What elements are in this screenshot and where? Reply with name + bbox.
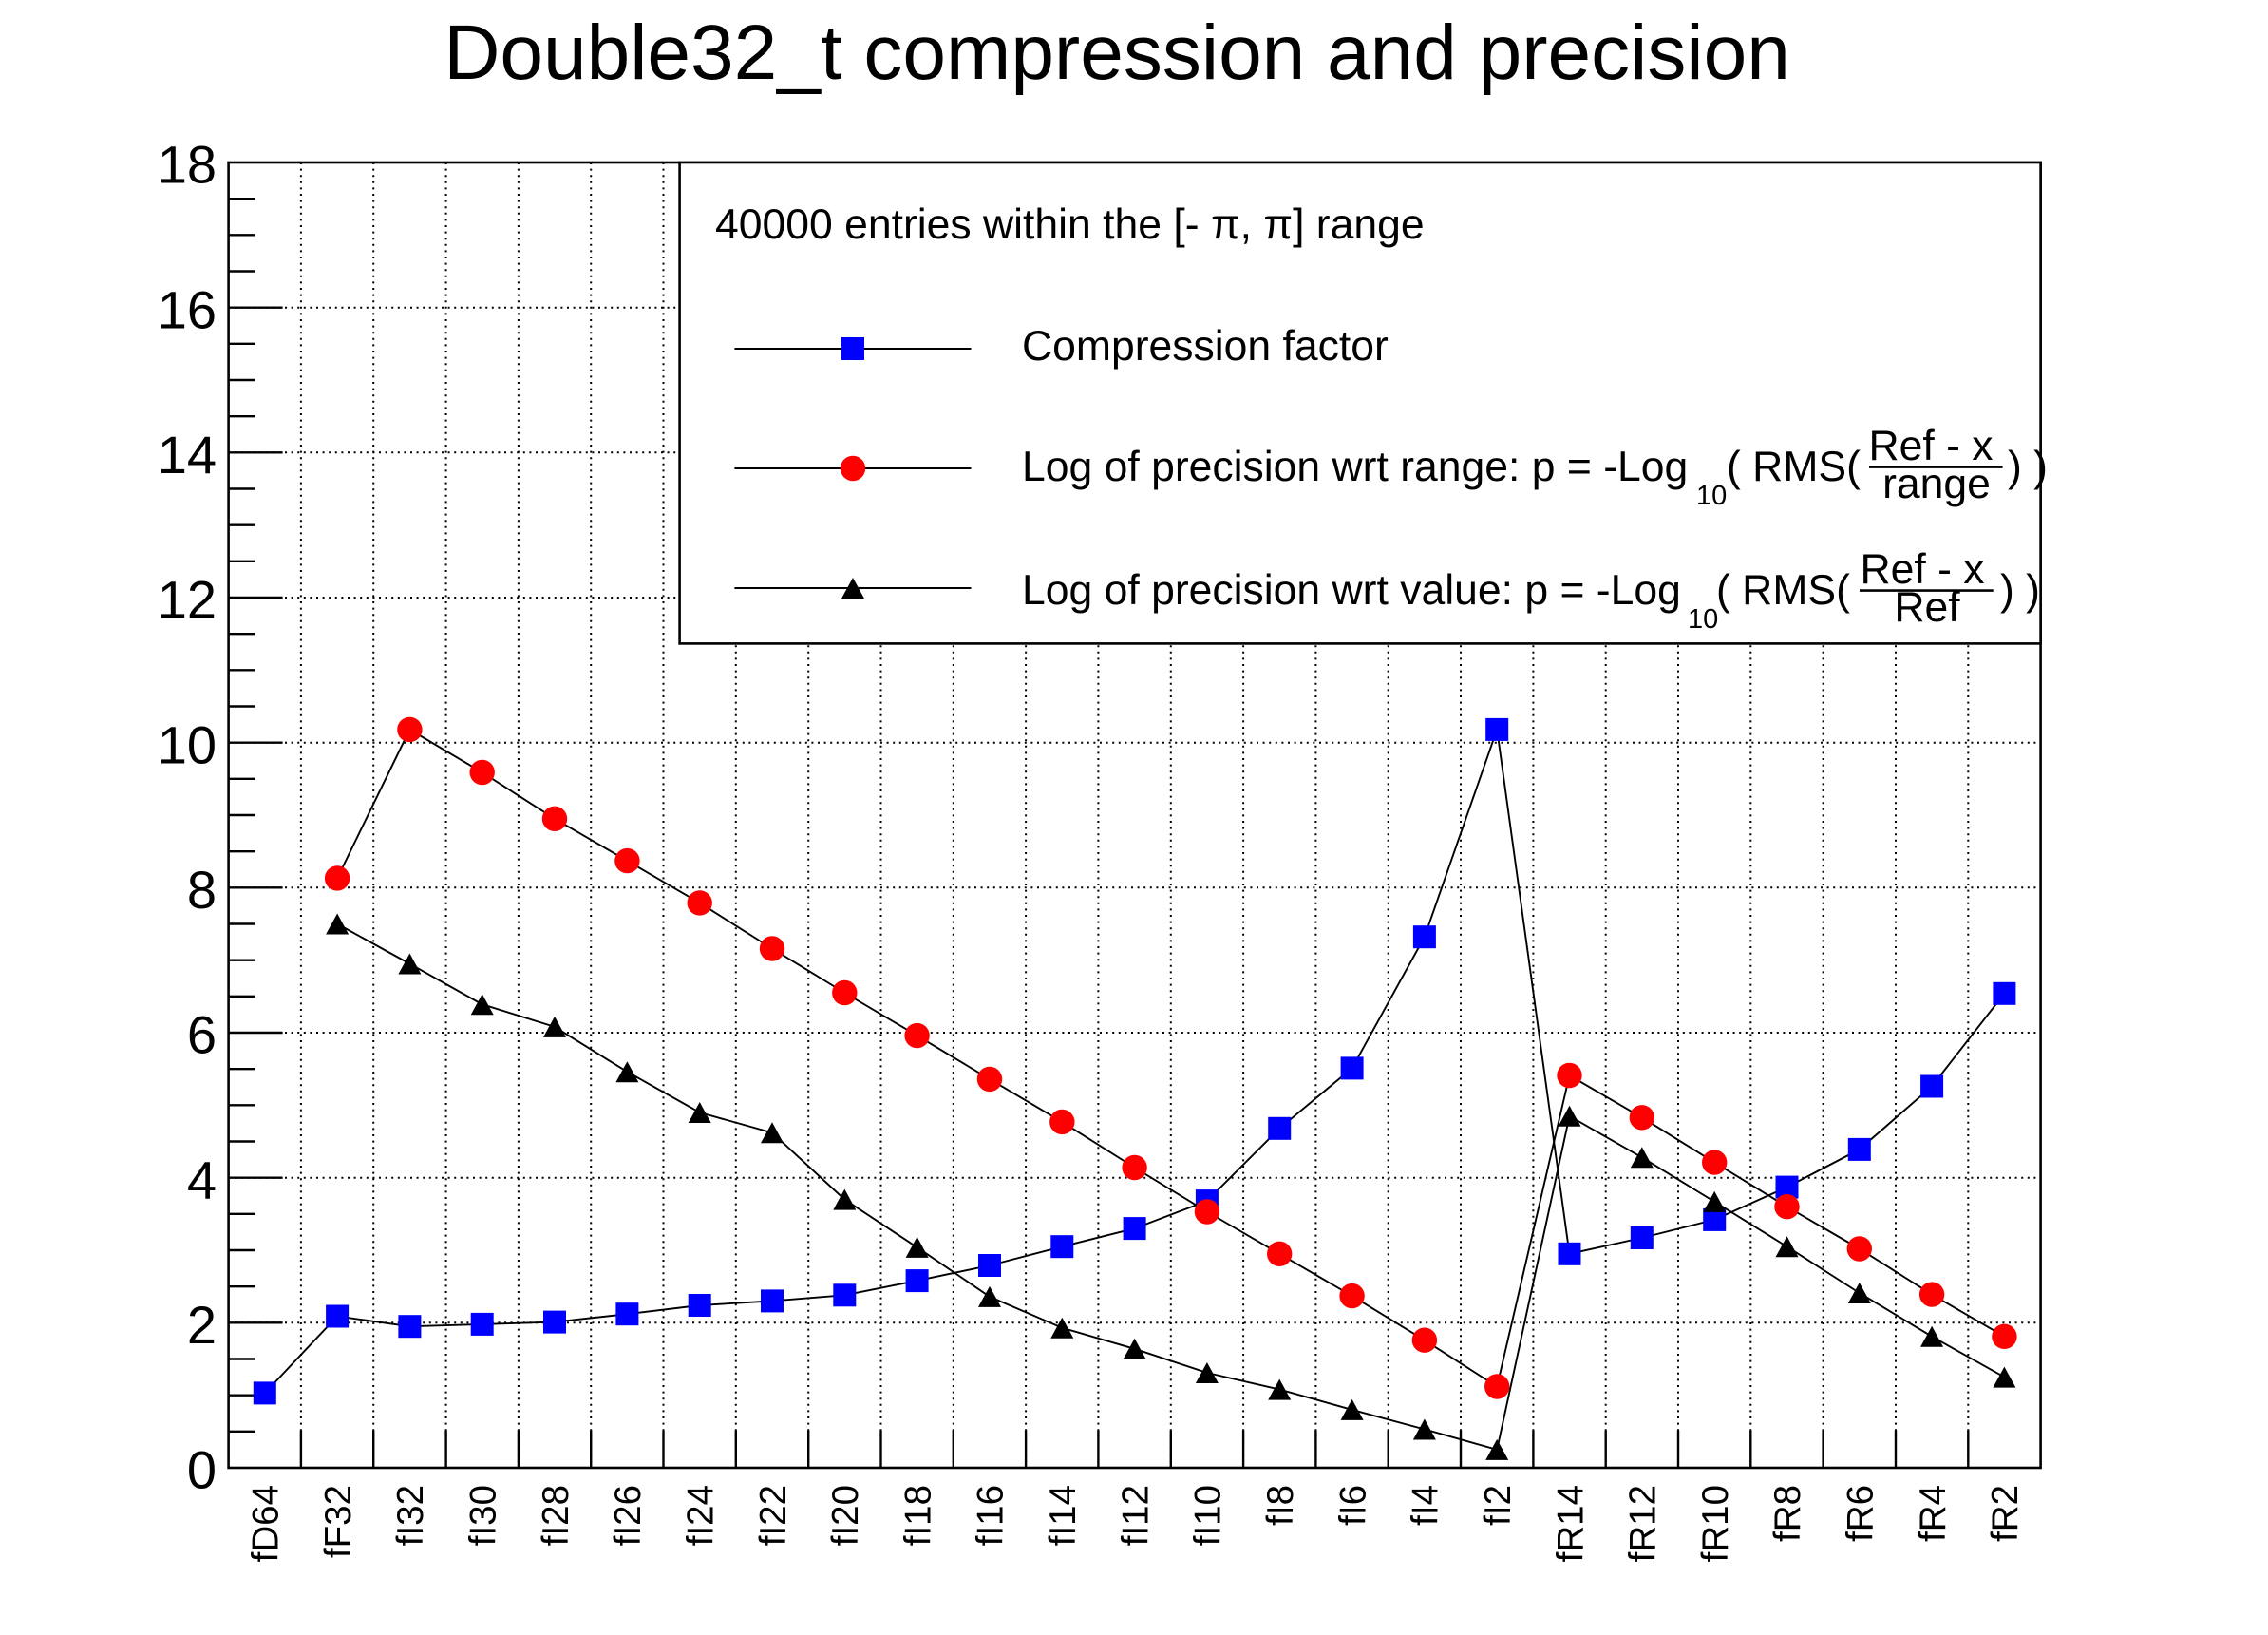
- svg-text:fI16: fI16: [971, 1485, 1011, 1546]
- svg-text:fI26: fI26: [608, 1485, 649, 1546]
- svg-text:fI24: fI24: [680, 1485, 721, 1546]
- svg-text:fR10: fR10: [1695, 1485, 1736, 1562]
- svg-text:fI8: fI8: [1260, 1485, 1301, 1526]
- svg-text:fI18: fI18: [898, 1485, 938, 1546]
- svg-text:2: 2: [187, 1295, 217, 1355]
- svg-text:14: 14: [158, 425, 217, 485]
- svg-text:fI20: fI20: [825, 1485, 866, 1546]
- svg-text:12: 12: [158, 570, 217, 630]
- svg-text:fI28: fI28: [536, 1485, 576, 1546]
- svg-text:fR6: fR6: [1841, 1485, 1881, 1542]
- svg-text:fR8: fR8: [1767, 1485, 1808, 1542]
- svg-text:10: 10: [1688, 604, 1718, 635]
- svg-text:fI6: fI6: [1332, 1485, 1373, 1526]
- svg-text:18: 18: [158, 135, 217, 195]
- svg-text:( RMS(: ( RMS(: [1716, 567, 1850, 614]
- svg-text:40000 entries within the [- π,: 40000 entries within the [- π, π] range: [715, 201, 1425, 248]
- svg-text:fR4: fR4: [1913, 1485, 1954, 1542]
- svg-text:) ): ) ): [2008, 444, 2048, 490]
- svg-text:range: range: [1882, 461, 1991, 507]
- svg-text:Log of precision wrt range: p: Log of precision wrt range: p = -Log: [1022, 444, 1688, 490]
- svg-text:fR12: fR12: [1623, 1485, 1664, 1562]
- svg-text:fI10: fI10: [1188, 1485, 1229, 1546]
- svg-text:4: 4: [187, 1150, 217, 1209]
- svg-text:fR14: fR14: [1550, 1485, 1591, 1562]
- svg-text:fI4: fI4: [1406, 1485, 1446, 1526]
- svg-text:Compression factor: Compression factor: [1022, 323, 1389, 370]
- svg-text:Log of precision wrt value: p: Log of precision wrt value: p = -Log: [1022, 567, 1681, 614]
- svg-text:fD64: fD64: [246, 1485, 287, 1562]
- svg-text:Ref - x: Ref - x: [1860, 546, 1984, 593]
- svg-text:16: 16: [158, 279, 217, 339]
- svg-text:6: 6: [187, 1005, 217, 1065]
- svg-text:fI22: fI22: [753, 1485, 794, 1546]
- svg-text:0: 0: [187, 1440, 217, 1500]
- svg-text:( RMS(: ( RMS(: [1727, 444, 1861, 490]
- svg-text:fI14: fI14: [1043, 1485, 1084, 1546]
- svg-text:8: 8: [187, 860, 217, 920]
- svg-text:fI32: fI32: [390, 1485, 431, 1546]
- svg-text:fI12: fI12: [1115, 1485, 1156, 1546]
- svg-text:10: 10: [158, 714, 217, 774]
- svg-text:fF32: fF32: [318, 1485, 359, 1558]
- svg-text:fI2: fI2: [1478, 1485, 1519, 1526]
- svg-text:fI30: fI30: [463, 1485, 504, 1546]
- svg-text:10: 10: [1696, 481, 1727, 511]
- svg-text:fR2: fR2: [1985, 1485, 2026, 1542]
- svg-text:) ): ) ): [2000, 567, 2040, 614]
- svg-text:Ref: Ref: [1894, 584, 1960, 631]
- svg-text:Ref - x: Ref - x: [1868, 423, 1993, 469]
- svg-text:Double32_t compression and pre: Double32_t compression and precision: [444, 10, 1790, 96]
